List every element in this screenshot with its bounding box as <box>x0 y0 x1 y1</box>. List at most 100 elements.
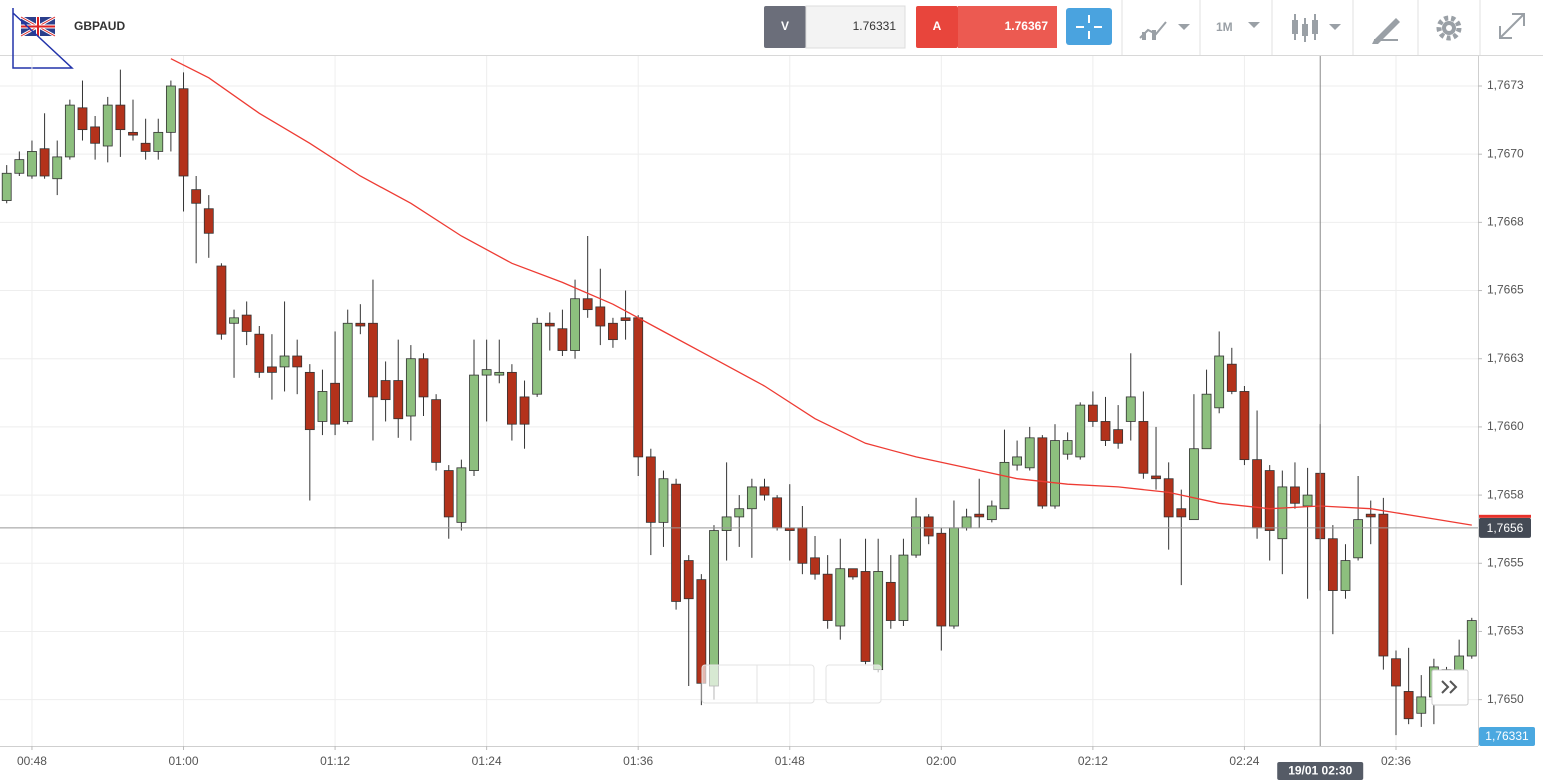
candle-body <box>810 557 820 575</box>
candle-body <box>317 391 328 422</box>
drawing-button[interactable] <box>1372 18 1400 44</box>
crosshair-button[interactable] <box>1066 8 1112 45</box>
last-price-box <box>1479 517 1531 538</box>
scroll-right-button[interactable] <box>1431 669 1469 706</box>
candle-body <box>709 530 719 687</box>
candle-body <box>431 399 442 463</box>
candle-body <box>90 126 101 144</box>
candle-body <box>1151 475 1161 480</box>
x-tick-label: 02:24 <box>1229 754 1259 768</box>
candle-body <box>873 571 884 671</box>
timeframe-button[interactable]: 1M <box>1216 20 1260 34</box>
candle-body <box>1264 470 1275 531</box>
candle-body <box>746 486 757 510</box>
candle-body <box>52 156 63 180</box>
candle-body <box>140 142 151 152</box>
candle-body <box>974 513 985 518</box>
candle-body <box>165 85 176 133</box>
candle-body <box>1327 538 1338 591</box>
sell-button[interactable]: V 1.76331 <box>764 5 906 49</box>
timeframe: 1M <box>1216 20 1233 34</box>
crosshair-box <box>1277 762 1364 780</box>
candle-body <box>1365 513 1376 518</box>
candle-body <box>822 573 833 621</box>
candle-body <box>936 532 947 627</box>
candle-body <box>1100 421 1111 441</box>
candle-body <box>860 571 871 662</box>
x-tick-label: 01:48 <box>775 754 805 768</box>
candle-body <box>418 358 429 398</box>
candle-body <box>1125 396 1136 422</box>
candle-body <box>1340 560 1351 591</box>
y-tick-label: 1,7663 <box>1487 351 1524 365</box>
symbol: GBPAUD <box>74 19 125 33</box>
candle-body <box>898 554 909 621</box>
grid: 1,7650 1,7653 1,7655 1,7658 1,7660 1,7663 1,76… <box>0 56 1524 768</box>
candle-body <box>759 486 770 496</box>
candle-body <box>519 396 530 425</box>
candle-body <box>1176 508 1187 518</box>
navigator[interactable] <box>701 664 882 704</box>
x-tick-label: 01:24 <box>472 754 502 768</box>
candle-body <box>115 104 126 131</box>
candle-body <box>645 456 656 523</box>
candle-body <box>1353 519 1364 559</box>
candle-body <box>342 322 353 422</box>
candle-body <box>1277 486 1288 540</box>
y-tick-label: 1,7673 <box>1487 78 1524 92</box>
x-tick-label: 01:00 <box>169 754 199 768</box>
candle-body <box>27 151 37 177</box>
candle-body <box>506 371 517 425</box>
last-price-accent <box>1479 514 1531 518</box>
candle-body <box>355 322 366 327</box>
candle-body <box>557 328 568 351</box>
candle-body <box>292 355 303 368</box>
x-tick-label: 02:36 <box>1381 754 1411 768</box>
candle-body <box>961 516 972 529</box>
candle-body <box>1012 456 1022 466</box>
candle-body <box>1075 404 1086 458</box>
candle-body <box>178 88 189 177</box>
candle-body <box>1163 478 1174 518</box>
chart-type-button[interactable] <box>1139 21 1190 40</box>
candle-body <box>393 380 404 420</box>
moving-average <box>170 58 1472 526</box>
buy-label: A <box>933 19 942 33</box>
candle-body <box>1062 440 1073 455</box>
x-tick-label: 00:48 <box>17 754 47 768</box>
candle-body <box>582 298 593 311</box>
candle-body <box>1239 391 1250 461</box>
flag-icon <box>20 15 56 38</box>
candle-body <box>153 131 164 152</box>
y-tick-label: 1,7665 <box>1487 283 1524 297</box>
candle-body <box>835 568 846 627</box>
candle-body <box>1189 448 1199 521</box>
candle-body <box>469 374 479 471</box>
candle-body <box>102 104 113 147</box>
x-tick-label: 02:00 <box>926 754 956 768</box>
candle-body <box>443 470 454 518</box>
crosshair-label: 19/01 02:30 <box>1288 764 1352 778</box>
candle-body <box>368 322 378 398</box>
x-tick-label: 02:12 <box>1078 754 1108 768</box>
y-tick-label: 1,7653 <box>1487 624 1524 638</box>
sell-price: 1.76331 <box>853 19 897 33</box>
candle-body <box>1037 437 1048 507</box>
candle-style-button[interactable] <box>1292 14 1341 42</box>
candle-body <box>848 568 858 578</box>
candle-body <box>481 369 492 376</box>
fullscreen-button[interactable] <box>1499 13 1525 39</box>
candle-body <box>1050 440 1060 507</box>
candle-body <box>1403 691 1414 720</box>
bid-marker-label: 1,76331 <box>1485 729 1529 743</box>
candle-body <box>304 371 315 431</box>
overlays: 1,7656 19/01 02:30 1,76331 <box>0 56 1535 780</box>
candle-body <box>494 371 505 376</box>
y-tick-label: 1,7668 <box>1487 215 1524 229</box>
settings-button[interactable] <box>1436 15 1462 41</box>
candle-body <box>380 380 391 401</box>
candle-body <box>39 148 50 177</box>
candle-body <box>267 366 277 373</box>
buy-button[interactable]: A 1.76367 <box>916 6 1057 48</box>
